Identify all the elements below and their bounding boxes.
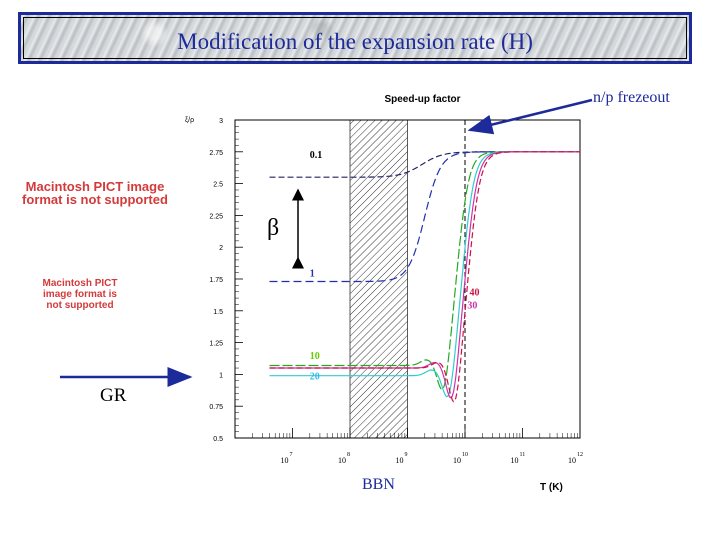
x-tick-exponent: 12: [577, 452, 583, 458]
series-line-10: [269, 151, 580, 391]
bbn-label: BBN: [362, 476, 395, 493]
x-tick-exponent: 7: [290, 452, 293, 458]
chart-title: Speed-up factor: [384, 94, 460, 105]
x-tick-label: 10: [281, 456, 289, 465]
x-tick-exponent: 9: [405, 452, 408, 458]
y-tick-label: 0.5: [213, 436, 223, 443]
x-axis-label: T (K): [540, 482, 563, 493]
beta-label: β: [267, 215, 280, 241]
x-tick-label: 10: [568, 456, 576, 465]
x-tick-label: 10: [453, 456, 461, 465]
series-line-1: [269, 151, 580, 283]
y-tick-label: 3: [219, 118, 223, 125]
pict-placeholder-2: Macintosh PICT image format is not suppo…: [42, 278, 118, 311]
y-tick-label: 2.25: [209, 213, 223, 220]
x-tick-exponent: 10: [462, 452, 468, 458]
page-title: Modification of the expansion rate (H): [177, 29, 533, 54]
series-label: 0.1: [310, 150, 323, 161]
x-tick-label: 10: [396, 456, 404, 465]
series-label: 40: [470, 288, 480, 299]
y-tick-label: 2.75: [209, 150, 223, 157]
x-tick-label: 10: [511, 456, 519, 465]
y-tick-label: 2: [219, 245, 223, 252]
np-frezeout-label: n/p frezeout: [593, 89, 670, 106]
pict-placeholder-1: Macintosh PICT image format is not suppo…: [22, 179, 168, 207]
y-tick-label: 1.5: [213, 309, 223, 316]
title-texture: [21, 15, 689, 61]
title-banner: Modification of the expansion rate (H): [18, 12, 692, 64]
gr-label: GR: [100, 385, 127, 406]
series-label: 20: [310, 371, 320, 382]
series-line-40: [269, 151, 580, 403]
series-label: 1: [310, 268, 315, 279]
x-tick-label: 10: [338, 456, 346, 465]
y-tick-label: 1: [219, 372, 223, 379]
series-label: 30: [467, 300, 477, 311]
x-tick-exponent: 11: [520, 452, 526, 458]
y-tick-label: 2.5: [213, 182, 223, 189]
x-tick-exponent: 8: [347, 452, 350, 458]
bbn-band: [349, 119, 408, 439]
y-axis-label: ξ/ρ: [185, 117, 194, 124]
y-tick-label: 1.75: [209, 277, 223, 284]
y-tick-label: 1.25: [209, 341, 223, 348]
series-label: 10: [310, 351, 320, 362]
y-tick-label: 0.75: [209, 404, 223, 411]
np-frezeout-arrow: [467, 98, 593, 135]
